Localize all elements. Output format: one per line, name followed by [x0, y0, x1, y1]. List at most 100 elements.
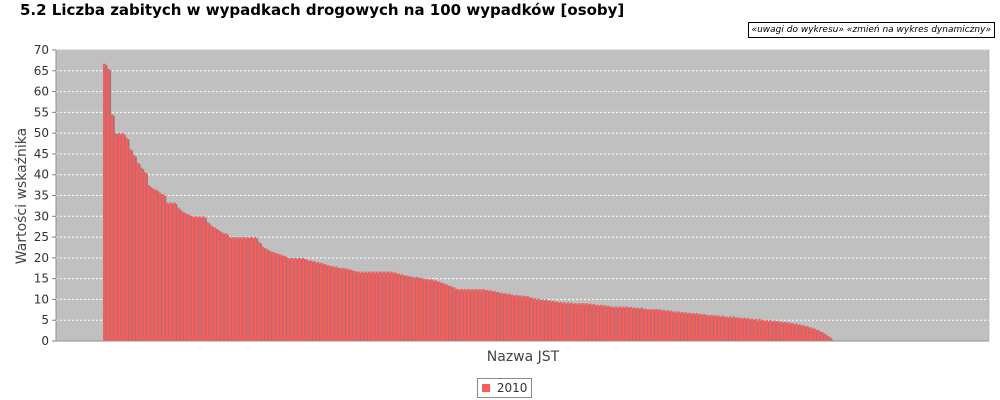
bar: [298, 257, 301, 341]
x-axis-label: Nazwa JST: [487, 349, 560, 365]
bar-shadow: [733, 317, 737, 341]
bar: [537, 298, 541, 341]
bar-shadow: [557, 303, 561, 341]
bar-shadow: [605, 306, 608, 341]
bar-shadow: [538, 300, 542, 341]
bar-shadow: [255, 238, 259, 341]
bar: [415, 276, 419, 341]
bar: [125, 137, 128, 341]
bar-shadow: [310, 261, 314, 341]
bar-shadow: [277, 254, 281, 341]
bar-shadow: [818, 331, 822, 341]
bar-shadow: [237, 238, 240, 341]
bar-shadow: [686, 313, 689, 341]
bar-shadow: [785, 323, 789, 341]
bar-shadow: [719, 317, 722, 341]
bar: [816, 330, 820, 341]
bar: [103, 63, 106, 342]
bar-shadow: [516, 296, 520, 341]
bar: [231, 237, 235, 341]
bar-shadow: [281, 256, 285, 341]
bar-shadow: [553, 302, 557, 341]
bar-shadow: [627, 307, 630, 341]
bar-shadow: [704, 315, 708, 341]
bar-shadow: [421, 279, 424, 341]
bar: [735, 317, 739, 341]
bar: [820, 331, 824, 341]
chart-notes-link[interactable]: «uwagi do wykresu»: [751, 25, 844, 35]
bar-shadow: [443, 284, 446, 341]
bar: [239, 237, 242, 341]
bar: [338, 267, 342, 341]
bar: [636, 307, 640, 341]
bar: [529, 297, 533, 341]
bar-shadow: [491, 291, 494, 341]
bar-shadow: [630, 308, 634, 341]
bar-shadow: [104, 65, 108, 342]
bar-shadow: [755, 320, 759, 341]
bar: [724, 316, 728, 341]
bar: [643, 308, 647, 341]
bar: [482, 289, 485, 341]
bar-shadow: [196, 217, 200, 341]
bar: [603, 305, 607, 341]
bar: [106, 68, 110, 341]
bar: [640, 307, 644, 341]
y-tick-label: 15: [34, 272, 49, 286]
bar-shadow: [796, 325, 800, 341]
dynamic-chart-link[interactable]: «zmień na wykres dynamiczny»: [846, 25, 991, 35]
bar-shadow: [332, 267, 336, 341]
bar: [728, 316, 732, 341]
bar: [632, 307, 636, 341]
bar-shadow: [450, 287, 454, 341]
bar: [268, 250, 272, 341]
bar: [651, 308, 655, 341]
bar-shadow: [174, 204, 178, 341]
bar-shadow: [715, 316, 719, 341]
bar-shadow: [156, 191, 159, 341]
bar-shadow: [115, 134, 119, 341]
bar-shadow: [763, 321, 767, 341]
bar-shadow: [616, 307, 619, 341]
bar: [813, 328, 817, 341]
bar: [625, 306, 629, 341]
bar-shadow: [571, 304, 575, 341]
bar-shadow: [612, 307, 616, 341]
bar-shadow: [137, 164, 141, 341]
bar: [191, 216, 195, 341]
bar-shadow: [634, 308, 638, 341]
bar: [287, 257, 290, 341]
bar-shadow: [347, 270, 351, 341]
bar-shadow: [321, 264, 325, 341]
bar-shadow: [641, 309, 645, 341]
bar: [312, 261, 316, 341]
bar: [585, 303, 588, 341]
bar: [445, 284, 449, 341]
bar: [621, 306, 625, 341]
bar: [117, 133, 121, 341]
bar: [242, 237, 246, 341]
bar: [563, 302, 566, 341]
bar-shadow: [233, 238, 237, 341]
bar-shadow: [693, 314, 697, 341]
bar: [658, 309, 662, 341]
bar: [397, 273, 401, 341]
bar-shadow: [461, 290, 465, 341]
bar: [666, 310, 669, 341]
bar: [669, 310, 673, 341]
bar: [235, 237, 239, 341]
bar-shadow: [163, 195, 167, 341]
bar-shadow: [365, 273, 369, 341]
bar-shadow: [170, 204, 174, 341]
bar: [279, 254, 283, 341]
bar-shadow: [318, 263, 321, 341]
bar-shadow: [211, 226, 215, 341]
bar-shadow: [181, 212, 185, 341]
bar: [599, 304, 603, 341]
bar: [710, 314, 713, 341]
bar-shadow: [711, 316, 715, 341]
bar-shadow: [737, 318, 741, 341]
bar-shadow: [119, 134, 123, 341]
bar: [331, 266, 334, 341]
